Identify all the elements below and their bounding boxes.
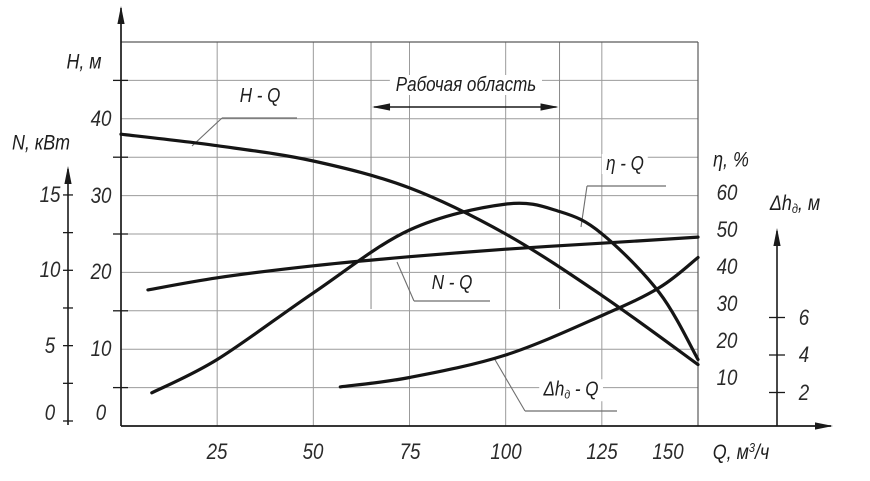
eta-axis-tick-label-30: 30 <box>716 291 738 316</box>
x-axis-tick-label-25: 25 <box>206 439 228 464</box>
h-axis-tick-label-30: 30 <box>90 182 112 208</box>
x-axis-tick-label-125: 125 <box>586 439 618 464</box>
x-axis-title-sup: 3 <box>748 439 755 455</box>
dh-axis-title-base: Δh <box>769 191 792 215</box>
x-axis-tick-label-100: 100 <box>490 439 522 464</box>
dh-axis-title-sub: д <box>791 201 798 217</box>
h-axis-tick-label-0: 0 <box>95 400 107 425</box>
curve-label-h-q: H - Q <box>235 86 285 106</box>
eta-axis-tick-label-40: 40 <box>716 254 738 279</box>
eta-axis-tick-label-10: 10 <box>716 365 738 390</box>
x-axis-title-rest: /ч <box>754 441 770 465</box>
n-axis-tick-label-0: 0 <box>44 400 56 425</box>
eta-axis-tick-label-20: 20 <box>716 328 738 353</box>
curve-N-Q <box>146 235 700 292</box>
dh-axis-tick-label-4: 4 <box>798 342 810 367</box>
h-axis-tick-label-40: 40 <box>90 105 112 131</box>
curve-dh-Q <box>338 255 700 389</box>
dh-axis-tick-label-2: 2 <box>798 379 810 405</box>
callout-leader-N-Q <box>396 261 415 302</box>
x-axis-title-base: Q, м <box>712 441 749 465</box>
curve-H-Q <box>119 132 700 367</box>
working-area-arrowhead-right <box>540 103 559 111</box>
n-axis-tick-label-5: 5 <box>44 332 56 358</box>
n-axis-tick-label-10: 10 <box>39 257 61 283</box>
eta-axis-title: η, % <box>713 148 749 172</box>
curve-label-n-q: N - Q <box>427 273 477 293</box>
h-axis-tick-label-20: 20 <box>90 259 112 285</box>
dh-axis-title: Δhд, м <box>770 193 820 215</box>
dh-axis-title-rest: , м <box>797 191 821 215</box>
h-axis-tick-label-10: 10 <box>90 336 112 362</box>
working-area-label: Рабочая область <box>389 75 543 95</box>
n-axis-title: N, кВт <box>11 131 71 155</box>
x-axis-arrowhead <box>815 422 833 430</box>
curve-label-eta-q: η - Q <box>601 154 649 174</box>
eta-axis-tick-label-60: 60 <box>716 180 738 205</box>
n-axis-tick-label-15: 15 <box>39 181 61 207</box>
curve-eta-Q <box>150 201 700 395</box>
working-area-arrowhead-left <box>372 103 391 111</box>
dh-axis-arrowhead <box>773 228 781 246</box>
curve-label-dh-q: Δhд - Q <box>539 379 603 401</box>
callout-leader-H-Q <box>191 117 223 147</box>
h-axis-title: H, м <box>66 50 102 74</box>
callout-leader-dh-Q <box>493 357 526 412</box>
x-axis-tick-label-50: 50 <box>302 439 324 464</box>
x-axis-tick-label-150: 150 <box>652 439 684 464</box>
curve-label-dh-q-base: Δh <box>543 378 565 401</box>
eta-axis-tick-label-50: 50 <box>716 217 738 242</box>
x-axis-tick-label-75: 75 <box>399 439 420 464</box>
h-axis-arrowhead <box>117 6 125 24</box>
curve-label-dh-q-sub: д <box>564 387 571 402</box>
dh-axis-tick-label-6: 6 <box>798 304 810 330</box>
x-axis-title: Q, м3/ч <box>709 439 773 465</box>
curve-label-dh-q-rest: - Q <box>570 378 599 401</box>
n-axis-arrowhead <box>64 166 72 184</box>
